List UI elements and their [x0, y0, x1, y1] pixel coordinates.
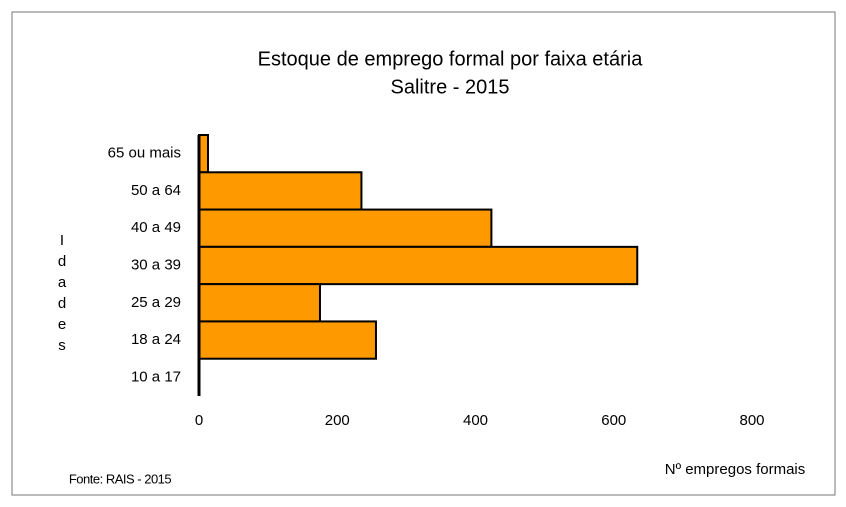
- source: Fonte: RAIS - 2015: [69, 471, 172, 486]
- x-tick-label: 200: [325, 412, 350, 429]
- y-tick-label: 18 a 24: [131, 331, 181, 348]
- x-tick-label: 600: [601, 412, 626, 429]
- y-tick-label: 65 ou mais: [108, 145, 181, 162]
- bar: [198, 245, 639, 286]
- y-tick-label: 10 a 17: [131, 368, 181, 385]
- x-tick-label: 800: [739, 412, 764, 429]
- chart-subtitle: Salitre - 2015: [391, 76, 510, 98]
- y-tick-label: 50 a 64: [131, 182, 181, 199]
- x-tick-label: 0: [195, 412, 203, 429]
- y-tick-label: 40 a 49: [131, 219, 181, 236]
- bar: [198, 320, 377, 360]
- bar: [198, 283, 321, 323]
- y-tick-label: 30 a 39: [131, 256, 181, 273]
- y-tick-label: 25 a 29: [131, 294, 181, 311]
- bar: [198, 171, 363, 211]
- chart-title: Estoque de emprego formal por faixa etár…: [258, 48, 644, 70]
- y-axis-label: Idades: [54, 232, 71, 358]
- x-tick-label: 400: [463, 412, 488, 429]
- bar: [198, 208, 493, 248]
- x-axis-label: Nº empregos formais: [665, 461, 806, 478]
